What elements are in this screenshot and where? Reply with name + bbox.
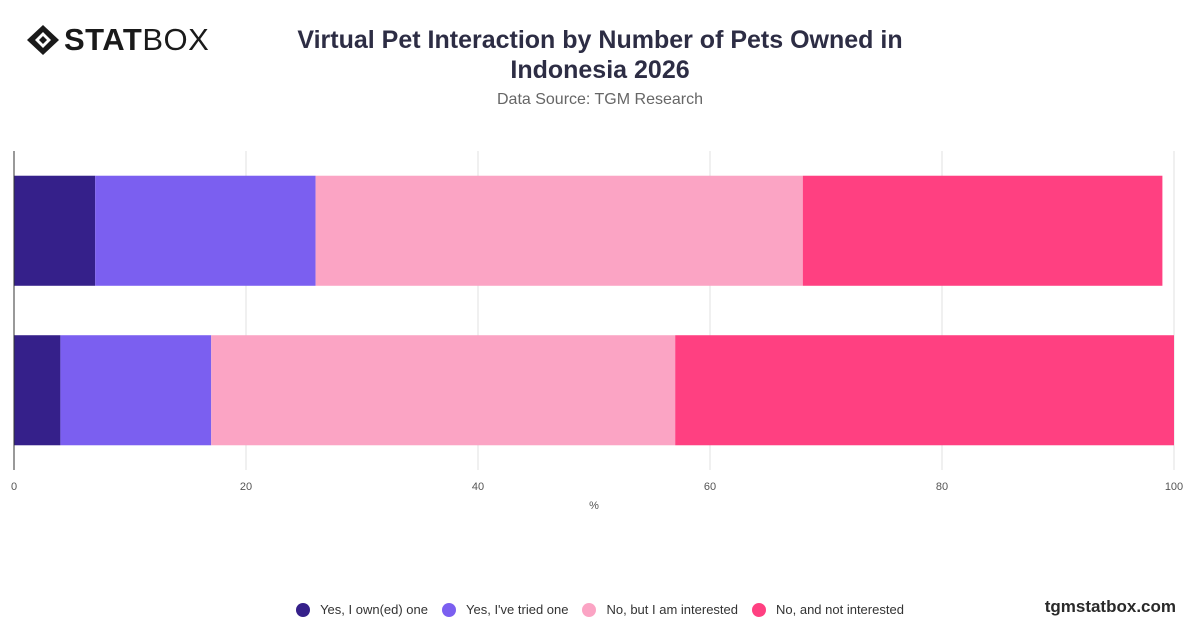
x-tick-label: 0 — [11, 481, 17, 493]
x-tick-label: 20 — [240, 481, 252, 493]
bar-group — [14, 175, 1174, 446]
bar-segment[interactable] — [14, 335, 61, 446]
legend-label: Yes, I've tried one — [466, 602, 569, 617]
legend-item[interactable]: No, but I am interested — [582, 602, 738, 617]
x-tick-label: 60 — [704, 481, 716, 493]
diamond-logo-icon — [27, 25, 59, 55]
bar-segment[interactable] — [802, 175, 1163, 286]
legend-label: No, and not interested — [776, 602, 904, 617]
statbox-logo: STATBOX — [26, 24, 209, 56]
x-tick-label: 40 — [472, 481, 484, 493]
legend-item[interactable]: Yes, I've tried one — [442, 602, 568, 617]
x-tick-label: 100 — [1165, 481, 1183, 493]
bar-segment[interactable] — [14, 175, 96, 286]
bar-segment[interactable] — [675, 335, 1174, 446]
chart-title: Virtual Pet Interaction by Number of Pet… — [297, 26, 903, 84]
x-axis-label: % — [589, 500, 599, 512]
bar-segment[interactable] — [211, 335, 676, 446]
legend-marker-icon — [296, 602, 311, 617]
chart-legend: Yes, I own(ed) one Yes, I've tried one No,… — [0, 602, 1200, 617]
x-tick-label: 80 — [936, 481, 948, 493]
chart-subtitle: Data Source: TGM Research — [496, 91, 703, 108]
bar-segment[interactable] — [315, 175, 803, 286]
logo-wordmark: STATBOX — [64, 24, 209, 56]
logo-text-light: BOX — [142, 22, 210, 57]
legend-label: Yes, I own(ed) one — [320, 602, 429, 617]
legend-marker-icon — [582, 602, 597, 617]
footer-brand: tgmstatbox.com — [1044, 597, 1176, 616]
legend-label: No, but I am interested — [606, 602, 738, 617]
legend-marker-icon — [752, 602, 766, 617]
legend-item[interactable]: Yes, I own(ed) one — [296, 602, 428, 617]
bar-segment[interactable] — [60, 335, 212, 446]
axes: 0 20 40 60 80 100 — [11, 151, 1183, 493]
legend-marker-icon — [442, 602, 457, 617]
legend-item[interactable]: No, and not interested — [752, 602, 904, 617]
logo-text-bold: STAT — [64, 22, 143, 57]
bar-segment[interactable] — [95, 175, 316, 286]
